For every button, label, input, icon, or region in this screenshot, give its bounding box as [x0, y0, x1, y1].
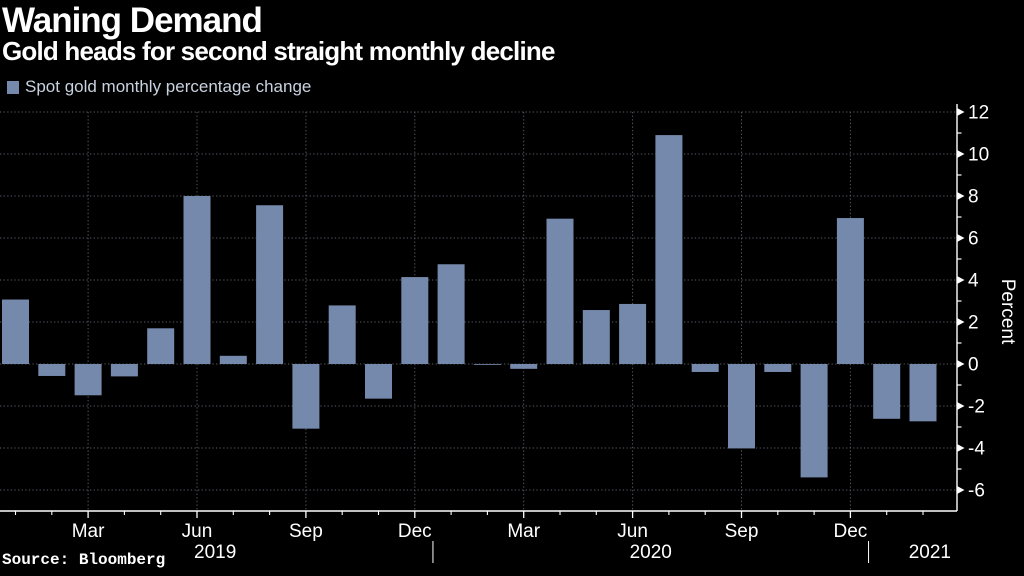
- svg-text:8: 8: [968, 187, 979, 208]
- svg-text:Sep: Sep: [725, 521, 759, 542]
- svg-text:2: 2: [968, 313, 979, 334]
- svg-text:Dec: Dec: [398, 521, 432, 542]
- svg-text:-2: -2: [968, 397, 985, 418]
- svg-text:Jun: Jun: [617, 521, 648, 542]
- svg-text:4: 4: [968, 271, 979, 292]
- svg-text:2021: 2021: [909, 542, 951, 563]
- svg-text:12: 12: [968, 103, 989, 124]
- svg-text:Dec: Dec: [834, 521, 868, 542]
- svg-text:2019: 2019: [194, 542, 236, 563]
- svg-text:Mar: Mar: [72, 521, 105, 542]
- svg-text:Jun: Jun: [182, 521, 213, 542]
- svg-text:-4: -4: [968, 439, 985, 460]
- svg-text:-6: -6: [968, 481, 985, 502]
- svg-text:6: 6: [968, 229, 979, 250]
- svg-text:10: 10: [968, 145, 989, 166]
- svg-text:0: 0: [968, 355, 979, 376]
- svg-text:2020: 2020: [630, 542, 672, 563]
- svg-text:Sep: Sep: [289, 521, 323, 542]
- svg-text:Mar: Mar: [507, 521, 540, 542]
- svg-text:Percent: Percent: [997, 279, 1018, 345]
